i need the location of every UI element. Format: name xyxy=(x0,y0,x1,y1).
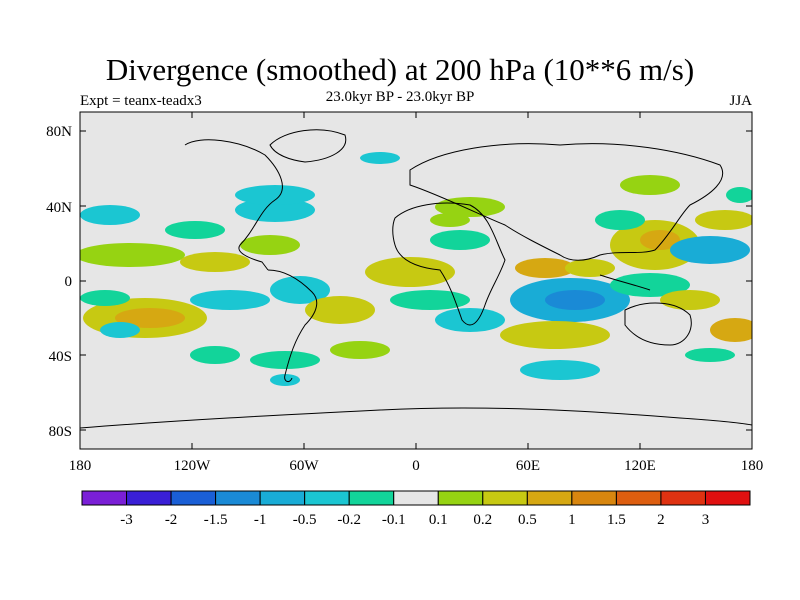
divergence-patch xyxy=(190,346,240,364)
lat-label: 40S xyxy=(49,349,72,365)
divergence-patch xyxy=(435,197,505,217)
lon-label: 60E xyxy=(516,458,540,474)
divergence-patch xyxy=(190,290,270,310)
colorbar-label: -3 xyxy=(120,512,133,528)
colorbar-label: 3 xyxy=(702,512,710,528)
colorbar-label: -0.5 xyxy=(293,512,317,528)
colorbar-box xyxy=(526,490,573,506)
colorbar-box xyxy=(259,490,306,506)
divergence-patch xyxy=(610,273,690,297)
tick-marks xyxy=(79,112,753,449)
lon-label: 60W xyxy=(289,458,319,474)
season-label: JJA xyxy=(729,93,752,109)
colorbar-label: -1 xyxy=(254,512,267,528)
divergence-patch xyxy=(80,243,185,267)
experiment-label: Expt = teanx-teadx3 xyxy=(80,93,202,109)
coastlines xyxy=(80,129,752,429)
divergence-patch xyxy=(685,348,735,362)
divergence-patch xyxy=(165,221,225,239)
colorbar-label: -2 xyxy=(165,512,178,528)
divergence-patch xyxy=(710,318,752,342)
colorbar-label: 1.5 xyxy=(607,512,626,528)
colorbar-label: -1.5 xyxy=(204,512,228,528)
divergence-patch xyxy=(365,257,455,287)
colorbar-label: 0.5 xyxy=(518,512,537,528)
lon-label: 180 xyxy=(741,458,764,474)
lon-label: 120E xyxy=(624,458,656,474)
colorbar-label: -0.2 xyxy=(337,512,361,528)
divergence-patch xyxy=(435,308,505,332)
coastline-eurasia xyxy=(409,143,724,261)
colorbar-label: 0.1 xyxy=(429,512,448,528)
coastline-maritime-continent xyxy=(599,274,651,291)
lon-label: 180 xyxy=(69,458,92,474)
divergence-patch xyxy=(545,290,605,310)
colorbar-label: 1 xyxy=(568,512,576,528)
coastline-north-america xyxy=(184,139,283,271)
divergence-patch xyxy=(235,198,315,222)
coastline-south-america xyxy=(267,269,318,383)
divergence-patch xyxy=(330,341,390,359)
divergence-patch xyxy=(430,230,490,250)
longitude-axis: 180 120W 60W 0 60E 120E 180 xyxy=(69,458,764,474)
colorbar-box xyxy=(571,490,617,506)
period-subtitle: 23.0kyr BP - 23.0kyr BP xyxy=(325,89,475,105)
divergence-patch xyxy=(726,187,752,203)
colorbar-label: 2 xyxy=(657,512,665,528)
divergence-patch xyxy=(695,210,752,230)
colorbar-box xyxy=(348,490,395,506)
coastline-australia xyxy=(624,302,692,346)
divergence-patch xyxy=(235,185,315,205)
divergence-patch xyxy=(660,290,720,310)
colorbar-box xyxy=(126,490,172,506)
colorbar xyxy=(81,490,751,506)
colorbar-label: -0.1 xyxy=(382,512,406,528)
lat-label: 80N xyxy=(46,124,72,140)
divergence-patch xyxy=(520,360,600,380)
divergence-patch xyxy=(80,290,130,306)
coastline-africa xyxy=(392,202,506,326)
divergence-patch xyxy=(565,259,615,277)
divergence-patch xyxy=(80,205,140,225)
colorbar-box xyxy=(482,490,528,506)
lat-label: 80S xyxy=(49,424,72,440)
colorbar-label: 0.2 xyxy=(473,512,492,528)
divergence-patch xyxy=(640,230,680,250)
divergence-patch xyxy=(115,308,185,328)
divergence-patch xyxy=(240,235,300,255)
divergence-patch xyxy=(515,258,575,278)
lon-label: 0 xyxy=(412,458,420,474)
colorbar-box xyxy=(304,490,350,506)
latitude-axis: 80N 40N 0 40S 80S xyxy=(46,124,72,440)
divergence-patch xyxy=(180,252,250,272)
divergence-patch xyxy=(390,290,470,310)
figure-title: Divergence (smoothed) at 200 hPa (10**6 … xyxy=(105,52,695,87)
colorbar-box xyxy=(170,490,217,506)
lon-label: 120W xyxy=(174,458,212,474)
coastline-antarctica xyxy=(80,407,752,429)
divergence-patch xyxy=(250,351,320,369)
colorbar-box xyxy=(615,490,662,506)
colorbar-box xyxy=(393,490,439,506)
lat-label: 40N xyxy=(46,200,72,216)
colorbar-box xyxy=(81,490,128,506)
lat-label: 0 xyxy=(65,274,73,290)
divergence-field xyxy=(80,152,752,386)
colorbar-box xyxy=(215,490,261,506)
divergence-patch xyxy=(620,175,680,195)
divergence-patch xyxy=(595,210,645,230)
coastline-greenland xyxy=(269,129,347,163)
divergence-patch xyxy=(305,296,375,324)
divergence-patch xyxy=(360,152,400,164)
colorbar-box xyxy=(437,490,484,506)
divergence-patch xyxy=(500,321,610,349)
colorbar-box xyxy=(704,490,751,506)
colorbar-box xyxy=(660,490,706,506)
colorbar-labels: -3 -2 -1.5 -1 -0.5 -0.2 -0.1 0.1 0.2 0.5 1 1.5 2 3 xyxy=(120,512,709,528)
divergence-patch xyxy=(670,236,750,264)
divergence-patch xyxy=(100,322,140,338)
